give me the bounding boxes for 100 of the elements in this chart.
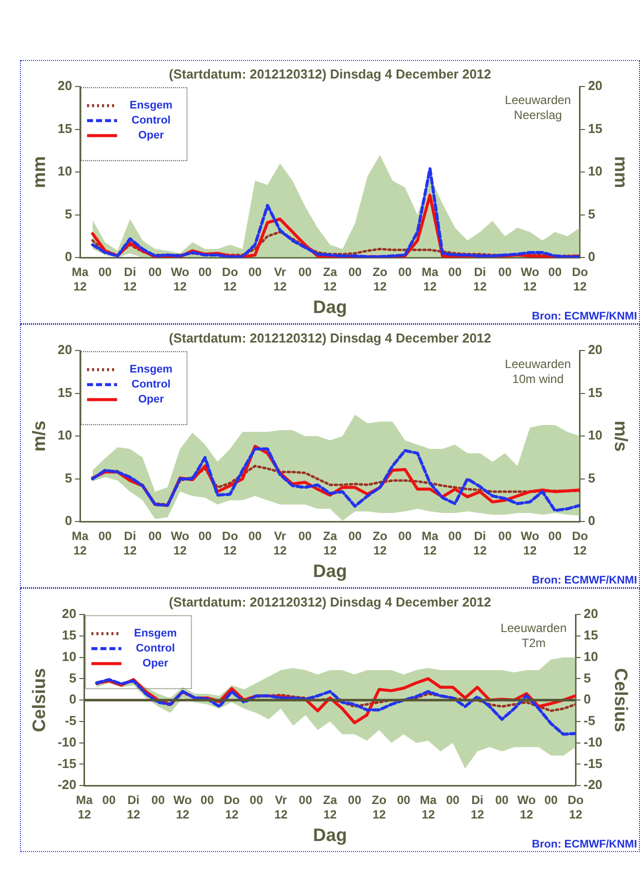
x-tick-label: 00 [348,265,362,280]
x-axis-title: Dag [312,297,348,318]
x-tick-label: Do 12 [572,265,588,294]
y2-tick-label: 0 [588,249,596,264]
y2-tick-label: 15 [588,120,602,136]
y-tick-label: 5 [69,670,76,686]
y-tick-label: -20 [58,777,76,792]
x-tick-label: 00 [548,265,562,280]
x-tick-label: Ma 12 [72,265,89,294]
x-tick-label: 00 [98,265,112,280]
y2-tick-label: 20 [588,342,602,358]
y2-tick-label: 10 [584,648,598,664]
x-tick-label: 00 [397,793,411,808]
x-tick-label: Do 12 [572,529,588,558]
annotation: Leeuwarden [500,620,567,635]
legend-label: Oper [138,394,165,406]
x-tick-label: Ma 12 [422,529,439,558]
x-axis-title: Dag [312,561,348,582]
y2-axis-title: mm [611,156,632,188]
x-tick-label: 00 [148,265,162,280]
x-tick-label: 00 [448,265,462,280]
x-tick-label: Vr 12 [273,265,288,294]
y-tick-label: 20 [58,78,72,94]
legend-label: Control [136,642,175,655]
x-tick-label: Za 12 [322,529,338,558]
y-axis-title: Celsius [28,668,49,732]
x-tick-label: Ma 12 [72,529,89,558]
y-tick-label: 20 [62,606,76,622]
x-tick-label: Ma 12 [420,793,437,822]
x-tick-label: Di 12 [473,265,487,294]
legend-label: Ensgem [134,628,177,640]
y-tick-label: 10 [58,164,72,179]
y2-axis-title: m/s [611,420,632,452]
y2-tick-label: 15 [588,384,602,400]
x-tick-label: 00 [446,793,460,808]
y-tick-label: 0 [69,692,76,707]
x-tick-label: 00 [298,265,312,280]
y2-axis-title: Celsius [611,668,632,732]
y-tick-label: 15 [62,628,76,643]
x-tick-label: Do 12 [568,793,584,822]
x-tick-label: 00 [102,793,116,808]
annotation: T2m [522,636,546,650]
y-tick-label: 20 [58,342,72,358]
y2-tick-label: 10 [588,428,602,443]
y-tick-label: 10 [58,428,72,443]
x-tick-label: 00 [298,793,312,808]
y-axis-title: mm [28,156,49,188]
x-tick-label: 00 [250,793,264,808]
x-tick-label: Do 12 [222,265,238,294]
x-tick-label: Vr 12 [274,793,288,822]
x-tick-label: 00 [200,793,214,808]
y-tick-label: 15 [58,384,72,400]
y-tick-label: -5 [64,713,76,728]
x-tick-label: 00 [398,265,412,280]
x-tick-label: Wo 12 [520,265,540,294]
x-tick-label: Di 12 [470,793,484,822]
x-tick-label: Wo 12 [170,265,190,294]
chart-title: (Startdatum: 2012120312) Dinsdag 4 December 2012 [168,66,492,82]
text: Bron: ECMWF/KNMI [532,310,637,323]
x-tick-label: 00 [548,529,562,544]
x-tick-label: Wo 12 [517,793,536,822]
y2-tick-label: -20 [584,777,602,792]
legend-label: Oper [138,130,165,142]
x-tick-label: Za 12 [322,265,338,294]
x-tick-label: 00 [448,529,462,544]
x-tick-label: 00 [98,529,112,544]
legend-label: Oper [142,658,169,670]
y2-tick-label: 10 [588,164,602,179]
y2-tick-label: -10 [584,734,602,750]
x-tick-label: 00 [498,529,512,544]
x-tick-label: Di 12 [473,529,487,558]
y2-tick-label: 20 [584,606,598,622]
annotation: Leeuwarden [504,356,571,371]
x-tick-label: Di 12 [123,529,138,558]
y2-tick-label: 0 [588,513,596,528]
x-tick-label: Di 12 [126,793,141,822]
chart-title: (Startdatum: 2012120312) Dinsdag 4 December 2012 [168,594,492,610]
y-tick-label: 0 [64,249,72,264]
legend-label: Ensgem [130,100,173,112]
legend-label: Control [132,378,171,391]
x-tick-label: 00 [398,529,412,544]
y-axis-title: m/s [28,420,49,452]
x-tick-label: 00 [498,265,512,280]
y2-tick-label: 5 [588,470,596,486]
y2-tick-label: 20 [588,78,602,94]
x-tick-label: 00 [248,529,262,544]
x-tick-label: Di 12 [123,265,138,294]
x-tick-label: Ma 12 [422,265,439,294]
legend-label: Ensgem [130,364,173,376]
chart-title: (Startdatum: 2012120312) Dinsdag 4 December 2012 [168,330,492,346]
x-tick-label: 00 [198,265,212,280]
x-tick-label: Do 12 [222,529,238,558]
y2-tick-label: 5 [588,206,596,222]
y2-tick-label: 15 [584,628,598,643]
x-tick-label: Zo 12 [372,529,388,558]
legend-label: Control [132,114,171,127]
y-tick-label: -15 [58,756,76,771]
x-tick-label: Ma 12 [76,793,94,822]
x-tick-label: 00 [198,529,212,544]
line-series [95,678,576,736]
